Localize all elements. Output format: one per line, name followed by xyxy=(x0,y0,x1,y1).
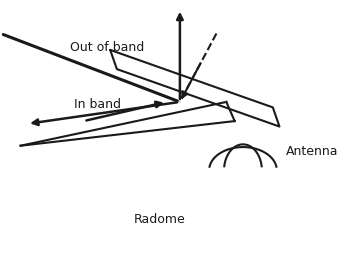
Text: Antenna: Antenna xyxy=(286,145,339,158)
Text: In band: In band xyxy=(74,98,121,111)
Text: Out of band: Out of band xyxy=(70,41,144,54)
Text: Radome: Radome xyxy=(134,213,186,226)
